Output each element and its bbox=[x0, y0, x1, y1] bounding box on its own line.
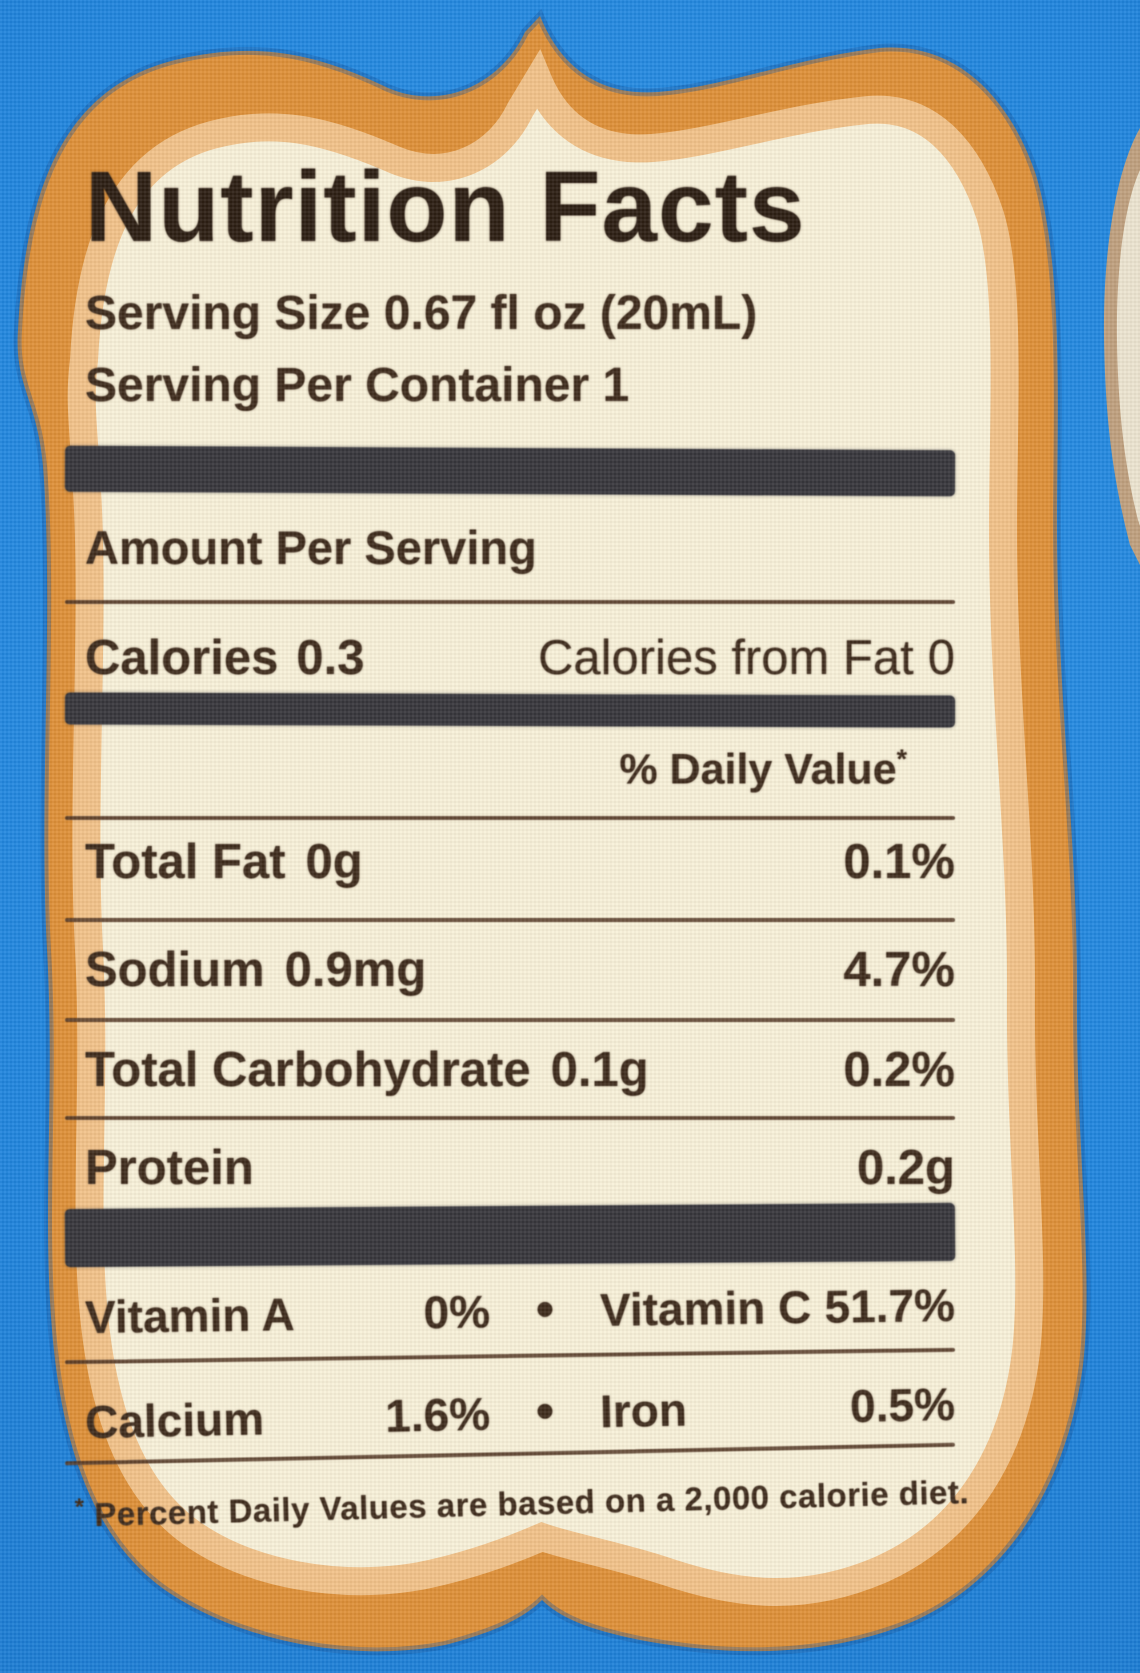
micronutrient-left-value: 1.6% bbox=[384, 1387, 491, 1442]
micronutrient-right-value: 0.5% bbox=[849, 1377, 956, 1433]
calories-from-fat: Calories from Fat 0 bbox=[538, 630, 955, 686]
page-title: Nutrition Facts bbox=[85, 151, 806, 263]
nutrient-amount: 0g bbox=[305, 835, 363, 889]
separator-bar-top bbox=[64, 445, 956, 497]
daily-value-asterisk: * bbox=[896, 744, 907, 774]
amount-per-serving-heading: Amount Per Serving bbox=[85, 521, 537, 574]
nutrient-name: Total Carbohydrate bbox=[85, 1043, 531, 1097]
separator-bar-calories bbox=[64, 692, 956, 728]
nutrient-name: Protein bbox=[85, 1141, 254, 1195]
micronutrient-row-vitamins: Vitamin A 0% • Vitamin C 51.7% bbox=[85, 1274, 956, 1346]
nutrient-amount: 0.9mg bbox=[284, 943, 427, 997]
nutrient-name-group: Total Carbohydrate 0.1g bbox=[85, 1042, 649, 1098]
servings-per-container-line: Serving Per Container 1 bbox=[85, 359, 630, 412]
nutrient-name-group: Total Fat 0g bbox=[85, 834, 363, 890]
daily-value-header: % Daily Value* bbox=[85, 744, 955, 794]
bullet-separator: • bbox=[535, 1382, 555, 1441]
calories-from-fat-label: Calories from Fat bbox=[537, 631, 914, 685]
nutrient-daily-value: 0.2g bbox=[856, 1141, 955, 1195]
nutrient-name-group: Sodium 0.9mg bbox=[85, 942, 426, 998]
calories-label: Calories bbox=[85, 631, 279, 685]
rule-below-sodium bbox=[65, 1018, 955, 1022]
daily-value-header-text: % Daily Value bbox=[619, 745, 897, 794]
nutrient-amount: 0.1g bbox=[550, 1043, 649, 1097]
nutrient-daily-value: 0.1% bbox=[843, 835, 955, 889]
micronutrient-left-name: Vitamin A bbox=[84, 1288, 296, 1344]
serving-size-line: Serving Size 0.67 fl oz (20mL) bbox=[85, 287, 758, 340]
nutrient-row-sodium: Sodium 0.9mg 4.7% bbox=[85, 942, 955, 998]
adjacent-label-fragment-inner bbox=[1116, 170, 1140, 526]
micronutrient-right-name: Iron bbox=[599, 1383, 688, 1438]
calories-from-fat-value: 0 bbox=[927, 631, 955, 685]
separator-bar-bottom bbox=[64, 1202, 956, 1268]
nutrient-name: Total Fat bbox=[85, 835, 286, 889]
nutrient-name-group: Protein bbox=[85, 1140, 274, 1196]
rule-above-total-fat bbox=[65, 816, 955, 820]
calories-value: 0.3 bbox=[296, 631, 365, 685]
micronutrient-left-name: Calcium bbox=[84, 1392, 265, 1449]
micronutrient-right-value: 51.7% bbox=[824, 1278, 956, 1333]
nutrient-row-protein: Protein 0.2g bbox=[85, 1140, 955, 1196]
nutrient-row-total-carbohydrate: Total Carbohydrate 0.1g 0.2% bbox=[85, 1042, 955, 1098]
calories-left: Calories 0.3 bbox=[85, 630, 365, 686]
micronutrient-right-name: Vitamin C bbox=[599, 1280, 812, 1336]
bullet-separator: • bbox=[535, 1280, 555, 1339]
rule-below-amount bbox=[65, 600, 955, 604]
nutrient-daily-value: 0.2% bbox=[843, 1043, 955, 1097]
nutrient-daily-value: 4.7% bbox=[843, 943, 955, 997]
nutrient-name: Sodium bbox=[85, 943, 265, 997]
footnote-asterisk: * bbox=[74, 1493, 85, 1520]
nutrient-row-total-fat: Total Fat 0g 0.1% bbox=[85, 834, 955, 890]
calories-row: Calories 0.3 Calories from Fat 0 bbox=[85, 630, 955, 686]
micronutrient-left-value: 0% bbox=[423, 1285, 491, 1339]
rule-below-carbohydrate bbox=[65, 1116, 955, 1120]
rule-below-total-fat bbox=[65, 918, 955, 922]
